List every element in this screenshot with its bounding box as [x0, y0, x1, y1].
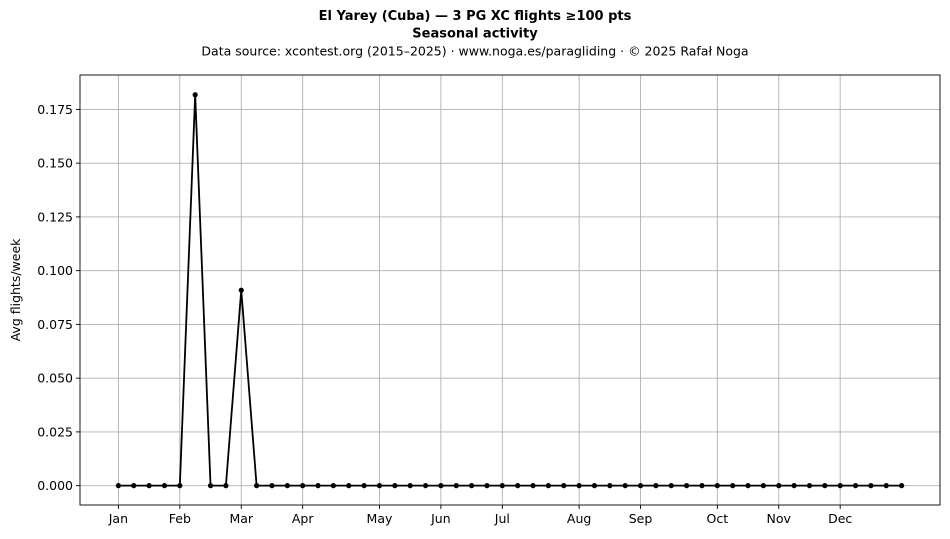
y-tick-label: 0.100 — [37, 263, 73, 278]
y-tick-label: 0.025 — [37, 424, 73, 439]
chart-source-line: Data source: xcontest.org (2015–2025) · … — [201, 44, 748, 59]
data-point — [515, 483, 521, 489]
x-tick-label: Mar — [229, 511, 253, 526]
x-tick-label: Jul — [494, 511, 510, 526]
data-point — [714, 483, 720, 489]
chart-subtitle: Seasonal activity — [412, 27, 538, 42]
axis-ticks: Jan Feb Mar Apr May Jun Jul Aug Sep Oct Nov Dec 0.00… — [37, 102, 852, 526]
data-point — [684, 483, 690, 489]
data-point — [346, 483, 352, 489]
data-point — [822, 483, 828, 489]
data-point — [530, 483, 536, 489]
data-point — [899, 483, 905, 489]
x-tick-label: Apr — [292, 511, 314, 526]
data-point — [745, 483, 751, 489]
y-tick-label: 0.125 — [37, 209, 73, 224]
data-point — [192, 92, 198, 98]
data-point — [300, 483, 306, 489]
data-point — [499, 483, 505, 489]
y-tick-label: 0.050 — [37, 371, 73, 386]
data-point — [806, 483, 813, 489]
y-tick-label: 0.000 — [37, 478, 73, 493]
data-point — [760, 483, 766, 489]
data-point — [730, 483, 736, 489]
data-point — [330, 483, 336, 489]
data-point — [637, 483, 644, 489]
x-tick-label: Dec — [828, 511, 852, 526]
plot-area-frame — [79, 74, 941, 506]
data-point — [776, 483, 782, 489]
data-point — [868, 483, 874, 489]
data-point — [591, 483, 598, 489]
x-tick-label: Nov — [767, 511, 792, 526]
data-point — [453, 483, 459, 489]
data-point — [438, 483, 444, 489]
x-tick-label: Feb — [169, 511, 191, 526]
data-point — [146, 483, 152, 489]
data-point — [315, 483, 321, 489]
data-series — [115, 92, 905, 489]
data-point — [161, 483, 168, 489]
data-point — [561, 483, 567, 489]
data-point — [392, 483, 398, 489]
x-tick-label: Aug — [567, 511, 591, 526]
data-point — [361, 483, 367, 489]
data-point — [238, 287, 244, 293]
data-point — [791, 483, 797, 489]
data-point — [653, 483, 659, 489]
data-point — [545, 483, 551, 489]
data-point — [484, 483, 490, 489]
data-point — [115, 483, 121, 489]
data-point — [269, 483, 275, 489]
data-point — [837, 483, 843, 489]
data-point — [284, 483, 290, 489]
series-line — [118, 93, 902, 487]
data-point — [852, 483, 859, 489]
x-tick-label: Jan — [108, 511, 128, 526]
y-tick-label: 0.175 — [37, 102, 73, 117]
data-point — [668, 483, 674, 489]
data-point — [883, 483, 889, 489]
y-tick-label: 0.075 — [37, 317, 73, 332]
y-axis-label: Avg flights/week — [8, 238, 23, 342]
data-point — [576, 483, 582, 489]
data-point — [407, 483, 413, 489]
data-point — [254, 483, 260, 489]
y-tick-label: 0.150 — [37, 156, 73, 171]
data-point — [131, 483, 137, 489]
x-tick-label: Jun — [430, 511, 451, 526]
data-point — [699, 483, 705, 489]
x-tick-label: Oct — [707, 511, 729, 526]
data-point — [376, 483, 383, 489]
x-tick-label: Sep — [629, 511, 653, 526]
data-point — [607, 483, 613, 489]
x-tick-label: May — [367, 511, 393, 526]
data-point — [469, 483, 475, 489]
data-point — [177, 483, 183, 489]
chart-title: El Yarey (Cuba) — 3 PG XC flights ≥100 p… — [319, 9, 632, 24]
data-point — [422, 483, 429, 489]
data-point — [622, 483, 628, 489]
data-point — [223, 483, 229, 489]
data-point — [207, 483, 214, 489]
